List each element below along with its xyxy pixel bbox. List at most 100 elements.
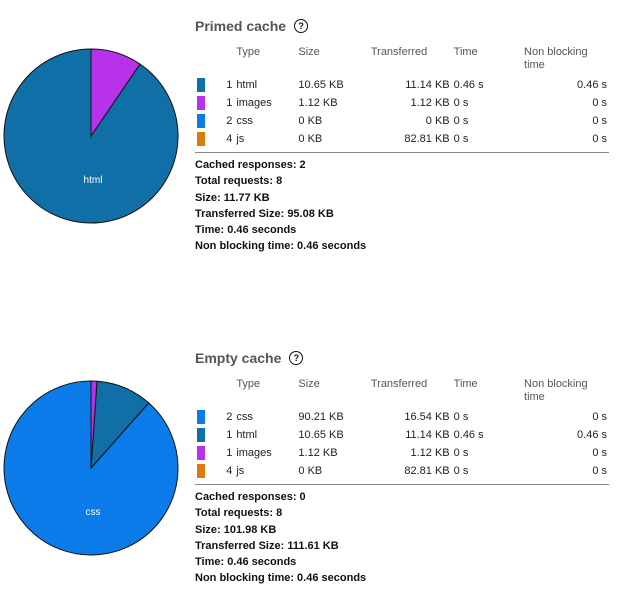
color-swatch <box>197 446 205 460</box>
pie-slice-images <box>90 380 98 469</box>
size-cell: 1.12 KB <box>298 447 338 459</box>
table-row: 2 css 0 KB 0 KB 0 s 0 s <box>195 112 609 130</box>
empty-cache-table: Type Size Transferred Time Non blocking … <box>195 376 609 480</box>
transferred-cell: 16.54 KB <box>404 411 450 423</box>
type-cell: css <box>236 411 253 423</box>
non-blocking-cell: 0 s <box>592 115 607 127</box>
transferred-cell: 1.12 KB <box>410 447 450 459</box>
transferred-cell: 11.14 KB <box>405 79 450 91</box>
time-cell: 0 s <box>453 115 469 127</box>
color-swatch <box>197 132 205 146</box>
color-swatch <box>197 114 205 128</box>
table-row: 4 js 0 KB 82.81 KB 0 s 0 s <box>195 130 609 148</box>
color-swatch <box>197 464 205 478</box>
empty-cache-pie-chart: css <box>3 380 179 556</box>
table-row: 4 js 0 KB 82.81 KB 0 s 0 s <box>195 462 609 480</box>
primed-cache-title: Primed cache <box>195 18 287 34</box>
table-row: 1 html 10.65 KB 11.14 KB 0.46 s 0.46 s <box>195 76 609 94</box>
pie-slice-images <box>90 48 141 138</box>
non-blocking-cell: 0 s <box>592 465 607 477</box>
empty-cache-heading: Empty cache ? <box>195 346 615 370</box>
primed-cache-heading: Primed cache ? <box>195 14 615 38</box>
count-cell: 1 <box>226 79 233 91</box>
type-header: Type <box>236 378 261 390</box>
time-header: Time <box>453 378 478 390</box>
transferred-header: Transferred <box>370 378 428 390</box>
total-size: Size: 11.77 KB <box>195 191 270 204</box>
time-cell: 0.46 s <box>453 429 484 441</box>
type-cell: html <box>236 79 258 91</box>
non-blocking-time: Non blocking time: 0.46 seconds <box>195 240 367 253</box>
count-cell: 2 <box>226 411 233 423</box>
color-swatch <box>197 428 205 442</box>
count-cell: 4 <box>226 465 233 477</box>
type-cell: images <box>236 97 272 109</box>
total-requests: Total requests: 8 <box>195 175 283 188</box>
size-cell: 90.21 KB <box>298 411 344 423</box>
table-row: 1 html 10.65 KB 11.14 KB 0.46 s 0.46 s <box>195 426 609 444</box>
count-cell: 4 <box>226 133 233 145</box>
type-header: Type <box>236 46 261 58</box>
color-swatch <box>197 78 205 92</box>
count-cell: 1 <box>226 429 233 441</box>
size-cell: 10.65 KB <box>298 429 344 441</box>
time-cell: 0 s <box>453 465 469 477</box>
non-blocking-cell: 0.46 s <box>577 79 607 91</box>
non-blocking-cell: 0.46 s <box>577 429 607 441</box>
time-header: Time <box>453 46 478 58</box>
transferred-size: Transferred Size: 95.08 KB <box>195 207 334 220</box>
type-cell: images <box>236 447 272 459</box>
total-time: Time: 0.46 seconds <box>195 224 297 237</box>
time-cell: 0 s <box>453 97 469 109</box>
empty-cache-totals: Cached responses: 0 Total requests: 8 Si… <box>195 484 609 587</box>
cached-responses: Cached responses: 0 <box>195 491 306 503</box>
non-blocking-cell: 0 s <box>592 411 607 423</box>
total-requests: Total requests: 8 <box>195 507 283 520</box>
type-cell: html <box>236 429 258 441</box>
transferred-size: Transferred Size: 111.61 KB <box>195 539 339 552</box>
time-cell: 0.46 s <box>453 79 484 91</box>
size-cell: 0 KB <box>298 115 323 127</box>
question-circle-icon[interactable]: ? <box>289 351 304 365</box>
table-header-row: Type Size Transferred Time Non blocking … <box>195 376 609 408</box>
question-circle-icon[interactable]: ? <box>294 19 309 33</box>
size-cell: 0 KB <box>298 465 323 477</box>
empty-cache-title: Empty cache <box>195 350 282 366</box>
table-row: 1 images 1.12 KB 1.12 KB 0 s 0 s <box>195 444 609 462</box>
total-time: Time: 0.46 seconds <box>195 556 297 569</box>
size-cell: 10.65 KB <box>298 79 344 91</box>
time-cell: 0 s <box>453 133 469 145</box>
cached-responses: Cached responses: 2 <box>195 159 306 171</box>
table-row: 2 css 90.21 KB 16.54 KB 0 s 0 s <box>195 408 609 426</box>
count-header <box>220 376 234 408</box>
non-blocking-header: Non blocking time <box>524 46 588 71</box>
non-blocking-header: Non blocking time <box>524 378 588 403</box>
color-swatch <box>197 410 205 424</box>
swatch-header <box>195 44 220 76</box>
non-blocking-cell: 0 s <box>592 97 607 109</box>
count-cell: 1 <box>226 97 233 109</box>
non-blocking-cell: 0 s <box>592 133 607 145</box>
transferred-cell: 11.14 KB <box>405 429 450 441</box>
size-header: Size <box>298 46 320 58</box>
primed-cache-table: Type Size Transferred Time Non blocking … <box>195 44 609 148</box>
type-cell: js <box>236 465 245 477</box>
color-swatch <box>197 96 205 110</box>
table-row: 1 images 1.12 KB 1.12 KB 0 s 0 s <box>195 94 609 112</box>
transferred-cell: 1.12 KB <box>410 97 450 109</box>
swatch-header <box>195 376 220 408</box>
primed-cache-pie-chart: html <box>3 48 179 224</box>
size-cell: 1.12 KB <box>298 97 338 109</box>
empty-cache-panel: Empty cache ? Type Size Transferred Time… <box>195 346 615 587</box>
non-blocking-time: Non blocking time: 0.46 seconds <box>195 572 367 585</box>
transferred-cell: 82.81 KB <box>404 465 450 477</box>
transferred-header: Transferred <box>370 46 428 58</box>
size-cell: 0 KB <box>298 133 323 145</box>
count-header <box>220 44 234 76</box>
non-blocking-cell: 0 s <box>592 447 607 459</box>
transferred-cell: 0 KB <box>425 115 450 127</box>
primed-cache-totals: Cached responses: 2 Total requests: 8 Si… <box>195 152 609 255</box>
pie-center-label: css <box>86 507 101 518</box>
time-cell: 0 s <box>453 411 469 423</box>
count-cell: 2 <box>226 115 233 127</box>
